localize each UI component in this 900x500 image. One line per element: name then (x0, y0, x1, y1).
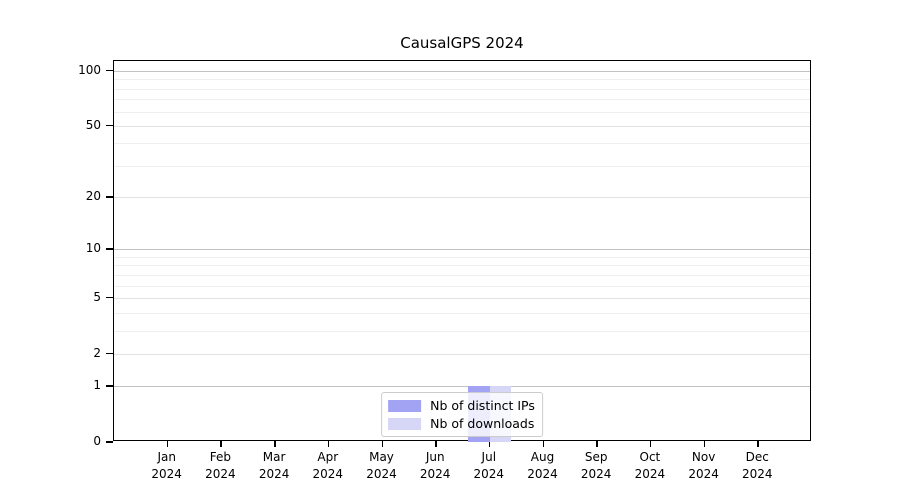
x-tick-month: Jun (425, 450, 445, 464)
y-tick-mark (106, 124, 113, 127)
x-tick-year: 2024 (258, 467, 290, 481)
gridline-minor (114, 79, 810, 81)
x-tick-mark (327, 441, 330, 447)
x-tick-month: May (369, 450, 394, 464)
y-tick-mark (106, 441, 113, 443)
y-tick-label: 50 (85, 117, 101, 132)
x-tick-month: Oct (639, 450, 661, 464)
y-tick-label: 10 (85, 241, 101, 256)
x-tick-year: 2024 (205, 467, 236, 481)
gridline-minor (114, 165, 810, 167)
gridline-minor (114, 330, 810, 332)
x-tick-mark (274, 441, 276, 447)
x-tick-label: May 2024 (354, 449, 410, 483)
x-tick-label: Jul 2024 (461, 449, 517, 483)
y-tick-label: 2 (93, 345, 101, 360)
x-tick-label: Nov 2024 (676, 449, 732, 483)
x-tick-mark (220, 441, 222, 447)
y-tick-mark (106, 352, 113, 355)
gridline-minor (114, 143, 810, 145)
gridline-major (114, 197, 810, 199)
legend-label-distinct-ips: Nb of distinct IPs (430, 398, 535, 413)
x-tick-month: Sep (584, 450, 608, 464)
x-tick-label: Apr 2024 (300, 449, 356, 483)
x-tick-year: 2024 (312, 467, 344, 481)
y-tick-label: 1 (93, 378, 101, 393)
gridline-minor (114, 274, 810, 276)
x-tick-label: Jan 2024 (139, 449, 195, 483)
legend-item-downloads: Nb of downloads (388, 416, 535, 431)
gridline-minor (114, 99, 810, 101)
x-tick-month: Dec (745, 450, 769, 464)
x-tick-year: 2024 (473, 467, 505, 481)
gridline-major (114, 297, 810, 299)
gridline-major (114, 386, 810, 388)
x-tick-mark (381, 441, 383, 447)
x-tick-month: Mar (262, 450, 286, 464)
y-tick-mark (106, 69, 113, 72)
legend: Nb of distinct IPs Nb of downloads (381, 392, 543, 437)
gridline-minor (114, 256, 810, 258)
x-tick-mark (435, 441, 437, 447)
chart-title: CausalGPS 2024 (400, 34, 524, 52)
x-tick-month: Feb (209, 450, 232, 464)
y-tick-label: 0 (93, 434, 101, 448)
x-tick-mark (166, 441, 169, 447)
x-tick-label: Dec 2024 (729, 449, 785, 483)
legend-swatch-downloads (388, 417, 422, 430)
x-tick-year: 2024 (419, 467, 451, 481)
legend-item-distinct-ips: Nb of distinct IPs (388, 398, 535, 413)
x-tick-year: 2024 (634, 467, 666, 481)
x-tick-year: 2024 (580, 467, 612, 481)
gridline-major (114, 353, 810, 355)
gridline-major (114, 249, 810, 251)
y-tick-mark (106, 196, 113, 198)
gridline-minor (114, 285, 810, 287)
x-tick-mark (703, 441, 706, 447)
x-tick-mark (488, 441, 491, 447)
x-tick-label: Aug 2024 (515, 449, 571, 483)
x-tick-year: 2024 (151, 467, 182, 481)
gridline-minor (114, 88, 810, 90)
legend-label-downloads: Nb of downloads (430, 416, 535, 431)
x-tick-year: 2024 (366, 467, 397, 481)
x-tick-mark (596, 441, 598, 447)
x-tick-month: Nov (691, 450, 716, 464)
x-tick-month: Aug (530, 450, 555, 464)
x-tick-year: 2024 (527, 467, 558, 481)
x-tick-label: Jun 2024 (407, 449, 463, 483)
y-tick-label: 100 (78, 62, 101, 77)
y-tick-label: 5 (93, 289, 101, 304)
x-tick-label: Mar 2024 (246, 449, 302, 483)
y-tick-mark (106, 385, 113, 387)
gridline-minor (114, 111, 810, 113)
y-tick-mark (106, 248, 113, 250)
x-tick-mark (649, 441, 652, 447)
x-tick-month: Jan (157, 450, 176, 464)
x-tick-month: Apr (317, 450, 339, 464)
x-tick-label: Feb 2024 (192, 449, 248, 483)
gridline-minor (114, 312, 810, 314)
x-tick-mark (757, 441, 759, 447)
x-tick-label: Sep 2024 (568, 449, 624, 483)
x-tick-month: Jul (481, 450, 497, 464)
legend-swatch-distinct-ips (388, 399, 422, 412)
x-tick-mark (542, 441, 544, 447)
x-tick-year: 2024 (742, 467, 773, 481)
x-tick-year: 2024 (688, 467, 719, 481)
x-tick-label: Oct 2024 (622, 449, 678, 483)
y-tick-mark (106, 296, 113, 299)
gridline-minor (114, 265, 810, 267)
gridline-major (114, 70, 810, 72)
y-tick-label: 20 (85, 189, 101, 204)
gridline-major (114, 125, 810, 127)
plot-area: Nb of distinct IPs Nb of downloads (113, 60, 811, 442)
